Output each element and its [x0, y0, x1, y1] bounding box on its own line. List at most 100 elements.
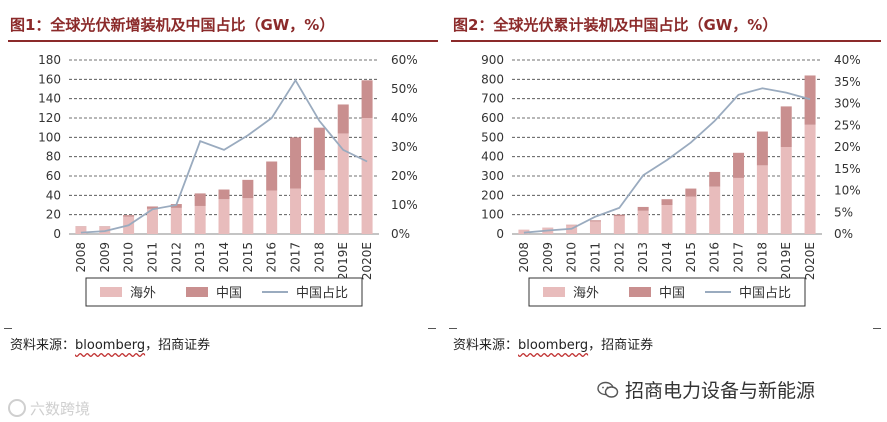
bar-overseas	[613, 216, 625, 234]
chart-panel-1: 图1：全球光伏新增装机及中国占比（GW，%） 0 20 40 60 80 100 120 14…	[4, 0, 442, 360]
bar-overseas	[290, 188, 302, 234]
x-tick-label: 2016	[708, 242, 722, 273]
bar-overseas	[733, 177, 745, 234]
x-tick-label: 2014	[217, 242, 231, 273]
bar-china	[337, 104, 349, 134]
bar-overseas	[780, 147, 792, 234]
corner-mark	[4, 328, 12, 329]
y-tick-label: 80	[46, 150, 61, 164]
bar-china	[613, 214, 625, 217]
bar-overseas	[661, 205, 673, 234]
legend-label: 中国占比	[739, 286, 791, 301]
legend-label: 中国占比	[296, 286, 348, 301]
y2-tick-label: 40%	[391, 111, 418, 125]
bar-china	[170, 204, 182, 208]
y2-tick-label: 10%	[391, 198, 418, 212]
y-tick-label: 800	[481, 72, 504, 86]
chart-panel-2: 图2：全球光伏累计装机及中国占比（GW，%） 0 100 200 300 400 500 6…	[447, 0, 885, 360]
watermark-logo-icon	[8, 399, 26, 417]
bar-china	[194, 193, 206, 206]
source-note: 资料来源：bloomberg，招商证券	[453, 334, 653, 353]
bar-overseas	[75, 226, 87, 234]
wechat-icon	[597, 381, 619, 398]
y-tick-label: 0	[496, 227, 504, 241]
y-tick-label: 180	[38, 53, 61, 67]
y2-tick-label: 20%	[391, 169, 418, 183]
footer-brand: 招商电力设备与新能源	[597, 376, 815, 403]
y-tick-label: 400	[481, 150, 504, 164]
x-tick-label: 2019E	[336, 242, 350, 280]
y-tick-label: 100	[38, 130, 61, 144]
x-tick-label: 2008	[74, 242, 88, 273]
x-tick-label: 2019E	[779, 242, 793, 280]
legend-swatch	[629, 287, 651, 297]
x-tick-label: 2013	[636, 242, 650, 273]
bar-overseas	[361, 118, 373, 234]
y2-tick-label: 25%	[834, 118, 861, 132]
legend-label: 中国	[659, 286, 685, 301]
legend-label: 中国	[216, 286, 242, 301]
y-tick-label: 120	[38, 111, 61, 125]
y2-tick-label: 60%	[391, 53, 418, 67]
series-line-china-share	[80, 78, 368, 234]
x-tick-label: 2011	[588, 242, 602, 273]
bar-china	[589, 220, 601, 222]
y-tick-label: 600	[481, 111, 504, 125]
bar-overseas	[266, 190, 278, 234]
bar-overseas	[194, 205, 206, 234]
x-tick-label: 2018	[755, 242, 769, 273]
x-tick-label: 2018	[312, 242, 326, 273]
x-tick-label: 2015	[241, 242, 255, 273]
y-tick-label: 40	[46, 188, 61, 202]
bar-overseas	[170, 207, 182, 234]
bar-china	[709, 171, 721, 187]
bar-overseas	[589, 221, 601, 234]
bar-overseas	[804, 124, 816, 234]
bar-china	[685, 188, 697, 197]
x-tick-label: 2008	[517, 242, 531, 273]
legend-swatch	[100, 287, 122, 297]
chart-2: 0 100 200 300 400 500 600 700 800 900 0% 5% 10% 15% 20…	[481, 53, 861, 307]
x-tick-label: 2017	[732, 242, 746, 273]
chart-title: 图1：全球光伏新增装机及中国占比（GW，%）	[10, 16, 335, 34]
y-tick-label: 100	[481, 208, 504, 222]
source-suffix: ，招商证券	[588, 338, 654, 353]
x-tick-label: 2013	[193, 242, 207, 273]
y2-tick-label: 20%	[834, 140, 861, 154]
bar-overseas	[242, 198, 254, 234]
x-tick-label: 2010	[122, 242, 136, 273]
chart-1: 0 20 40 60 80 100 120 140 160 180 0% 10% 20% 30% 40% 50…	[38, 53, 418, 307]
x-tick-label: 2012	[169, 242, 183, 273]
x-tick-label: 2011	[145, 242, 159, 273]
bar-china	[123, 215, 135, 217]
bar-china	[637, 206, 649, 211]
source-prefix: 资料来源：	[453, 338, 519, 353]
source-note: 资料来源：bloomberg，招商证券	[10, 334, 210, 353]
y2-tick-label: 50%	[391, 82, 418, 96]
y2-tick-label: 40%	[834, 53, 861, 67]
corner-mark	[428, 328, 436, 329]
bar-china	[804, 75, 816, 125]
legend-swatch	[186, 287, 208, 297]
y-tick-label: 700	[481, 92, 504, 106]
x-tick-label: 2016	[265, 242, 279, 273]
chart-title: 图2：全球光伏累计装机及中国占比（GW，%）	[453, 16, 778, 34]
x-tick-label: 2014	[660, 242, 674, 273]
bar-china	[661, 199, 673, 205]
y-tick-label: 300	[481, 169, 504, 183]
legend-label: 海外	[573, 286, 599, 301]
legend	[528, 277, 806, 307]
x-tick-label: 2009	[541, 242, 555, 273]
source-prefix: 资料来源：	[10, 338, 76, 353]
x-tick-label: 2012	[612, 242, 626, 273]
bar-china	[218, 189, 230, 200]
legend-swatch	[543, 287, 565, 297]
x-tick-label: 2017	[289, 242, 303, 273]
series-line-china-share	[523, 87, 811, 234]
y2-tick-label: 15%	[834, 162, 861, 176]
bar-china	[780, 106, 792, 147]
title-rule	[451, 40, 881, 42]
y2-tick-label: 0%	[391, 227, 410, 241]
bar-overseas	[313, 170, 325, 234]
bar-china	[313, 127, 325, 171]
